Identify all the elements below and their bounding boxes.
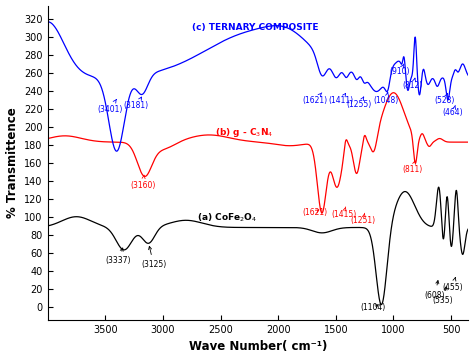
Text: (a) CoFe$_2$O$_4$: (a) CoFe$_2$O$_4$	[198, 211, 258, 224]
Text: (910): (910)	[390, 64, 410, 76]
Text: (1251): (1251)	[351, 213, 376, 225]
Text: (3160): (3160)	[130, 175, 155, 190]
Text: (3337): (3337)	[105, 248, 131, 265]
Text: (1255): (1255)	[347, 97, 372, 109]
Text: (455): (455)	[442, 278, 463, 292]
Text: (3401): (3401)	[97, 99, 123, 113]
X-axis label: Wave Number( cm⁻¹): Wave Number( cm⁻¹)	[189, 340, 327, 354]
Text: (1621): (1621)	[302, 208, 328, 217]
Text: (1104): (1104)	[361, 303, 386, 312]
Text: (528): (528)	[434, 93, 455, 106]
Text: (812): (812)	[403, 78, 423, 90]
Y-axis label: % Transmittence: % Transmittence	[6, 107, 18, 218]
Text: (3181): (3181)	[124, 97, 149, 110]
Text: (c) TERNARY COMPOSITE: (c) TERNARY COMPOSITE	[191, 23, 318, 32]
Text: (1048): (1048)	[374, 93, 399, 104]
Text: (1411): (1411)	[328, 93, 353, 106]
Text: (1415): (1415)	[331, 207, 356, 219]
Text: (464): (464)	[443, 106, 463, 117]
Text: (608): (608)	[425, 280, 445, 299]
Text: (b) g - C$_3$N$_4$: (b) g - C$_3$N$_4$	[215, 126, 273, 139]
Text: (811): (811)	[402, 161, 423, 174]
Text: (1621): (1621)	[302, 93, 328, 104]
Text: (535): (535)	[433, 287, 454, 305]
Text: (3125): (3125)	[141, 246, 166, 269]
